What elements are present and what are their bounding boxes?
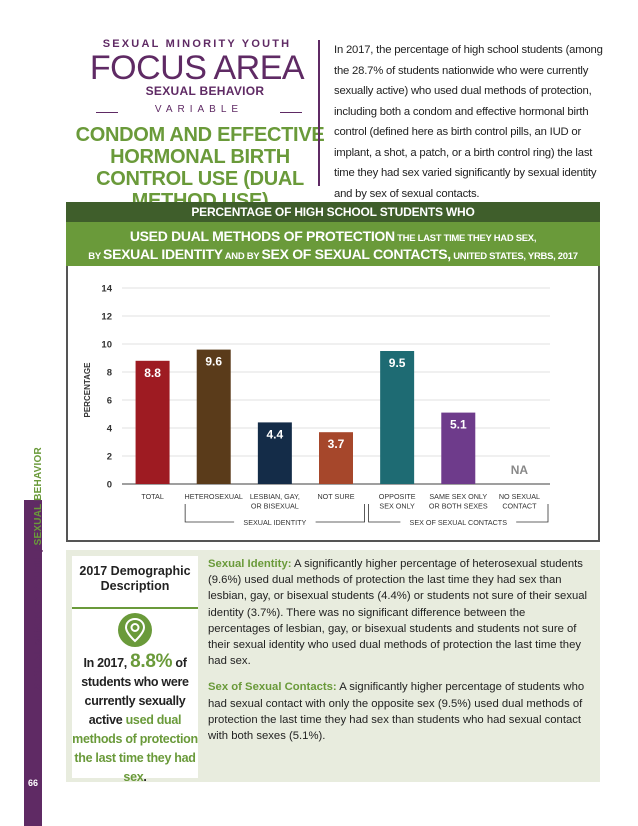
y-tick-label: 0	[107, 480, 112, 491]
spine-section-b: SEXUAL BEHAVIOR	[33, 447, 44, 546]
y-tick-label: 6	[107, 396, 112, 407]
contacts-finding: Sex of Sexual Contacts: A significantly …	[208, 679, 588, 744]
x-tick-label: HETEROSEXUAL	[185, 492, 243, 501]
y-tick-label: 8	[107, 368, 112, 379]
chart-banner-text: BY	[88, 251, 104, 262]
chart-banner-emphasis: SEX OF SEXUAL CONTACTS,	[261, 246, 452, 262]
demographic-mid: of students who were currently sexually …	[81, 656, 189, 727]
x-tick-label: LESBIAN, GAY,	[250, 492, 300, 501]
spine-separator: |	[33, 549, 44, 553]
group-label-bg	[400, 517, 517, 527]
location-pin-icon	[118, 613, 152, 647]
chart-banner-line2: USED DUAL METHODS OF PROTECTION THE LAST…	[66, 228, 600, 244]
bar	[319, 432, 353, 484]
header-divider	[318, 40, 320, 186]
bar-value-label: 9.5	[389, 356, 406, 370]
demographic-prefix: In 2017,	[83, 656, 131, 670]
header-eyebrow: SEXUAL MINORITY YOUTH	[102, 38, 292, 50]
group-label: SEX OF SEXUAL CONTACTS	[410, 518, 508, 527]
bar-value-label: 3.7	[328, 437, 345, 451]
identity-text: A significantly higher percentage of het…	[208, 558, 588, 668]
page-number: 66	[27, 778, 38, 788]
bar-value-label: 4.4	[267, 427, 284, 441]
contacts-heading: Sex of Sexual Contacts:	[208, 681, 337, 694]
demographic-percent: 8.8%	[130, 651, 173, 672]
chart-banner-line3: BY SEXUAL IDENTITY AND BY SEX OF SEXUAL …	[66, 246, 600, 262]
findings-text: Sexual Identity: A significantly higher …	[208, 556, 588, 754]
x-tick-label: OR BOTH SEXES	[429, 502, 488, 511]
page-spine	[24, 500, 42, 826]
contacts-text: A significantly higher percentage of stu…	[208, 681, 585, 743]
x-tick-label: NOT SURE	[317, 492, 354, 501]
bar	[257, 422, 292, 484]
group-label: SEXUAL IDENTITY	[243, 518, 306, 527]
identity-finding: Sexual Identity: A significantly higher …	[208, 556, 588, 669]
demographic-title: 2017 Demographic Description	[79, 564, 191, 593]
intro-paragraph: In 2017, the percentage of high school s…	[334, 44, 603, 200]
bar	[441, 412, 476, 484]
chart-banner-emphasis: USED DUAL METHODS OF PROTECTION	[129, 228, 395, 244]
chart-banner-line1: PERCENTAGE OF HIGH SCHOOL STUDENTS WHO	[66, 202, 600, 222]
x-tick-label: OPPOSITE	[379, 492, 416, 501]
chart-banner-title: USED DUAL METHODS OF PROTECTION THE LAST…	[66, 222, 600, 266]
y-tick-label: 14	[101, 284, 112, 295]
demographic-end: .	[143, 770, 147, 784]
bar-value-label: 9.6	[205, 355, 222, 369]
spine-section-label: SEXUAL MINORITY YOUTH | SEXUAL BEHAVIOR	[33, 447, 44, 690]
bar	[380, 351, 415, 484]
bar	[196, 349, 231, 484]
category-label: SEXUAL BEHAVIOR	[145, 84, 265, 98]
x-tick-label: SAME SEX ONLY	[429, 492, 487, 501]
bar-value-label: 5.1	[450, 418, 467, 432]
y-tick-label: 2	[107, 452, 112, 463]
demographic-statement: In 2017, 8.8% of students who were curre…	[72, 652, 198, 787]
chart-banner-text: THE LAST TIME THEY HAD SEX,	[394, 233, 537, 244]
x-tick-label: SEX ONLY	[379, 502, 415, 511]
x-tick-label: OR BISEXUAL	[251, 502, 299, 511]
group-label-bg	[234, 517, 316, 527]
chart-banner-text: UNITED STATES, YRBS, 2017	[450, 251, 578, 262]
demographic-rule	[72, 607, 198, 609]
bar-value-label: NA	[511, 463, 529, 477]
identity-heading: Sexual Identity:	[208, 558, 292, 570]
topic-title: CONDOM AND EFFECTIVE HORMONAL BIRTH CONT…	[75, 124, 325, 212]
x-tick-label: CONTACT	[502, 502, 537, 511]
focus-area-title: FOCUS AREA	[89, 49, 305, 87]
y-tick-label: 4	[107, 424, 113, 435]
bar-chart: 0 2 4 6 8 10 12 14 PERCENTAGE 8.8 TOTAL 9.6 HETEROSE…	[83, 284, 550, 527]
variable-label: VARIABLE	[118, 104, 280, 115]
demographic-box	[72, 556, 198, 778]
y-axis-label: PERCENTAGE	[83, 362, 92, 418]
spine-section-a: SEXUAL MINORITY YOUTH	[33, 556, 44, 690]
chart-banner-emphasis: SEXUAL IDENTITY	[103, 246, 223, 262]
y-tick-label: 10	[101, 340, 112, 351]
bar-value-label: 8.8	[144, 366, 161, 380]
demographic-highlight: used dual methods of protection the last…	[72, 713, 198, 784]
x-tick-label: NO SEXUAL	[499, 492, 540, 501]
bar	[135, 360, 170, 484]
y-tick-label: 12	[101, 312, 112, 323]
chart-banner-text: AND BY	[222, 251, 262, 262]
x-tick-label: TOTAL	[141, 492, 164, 501]
